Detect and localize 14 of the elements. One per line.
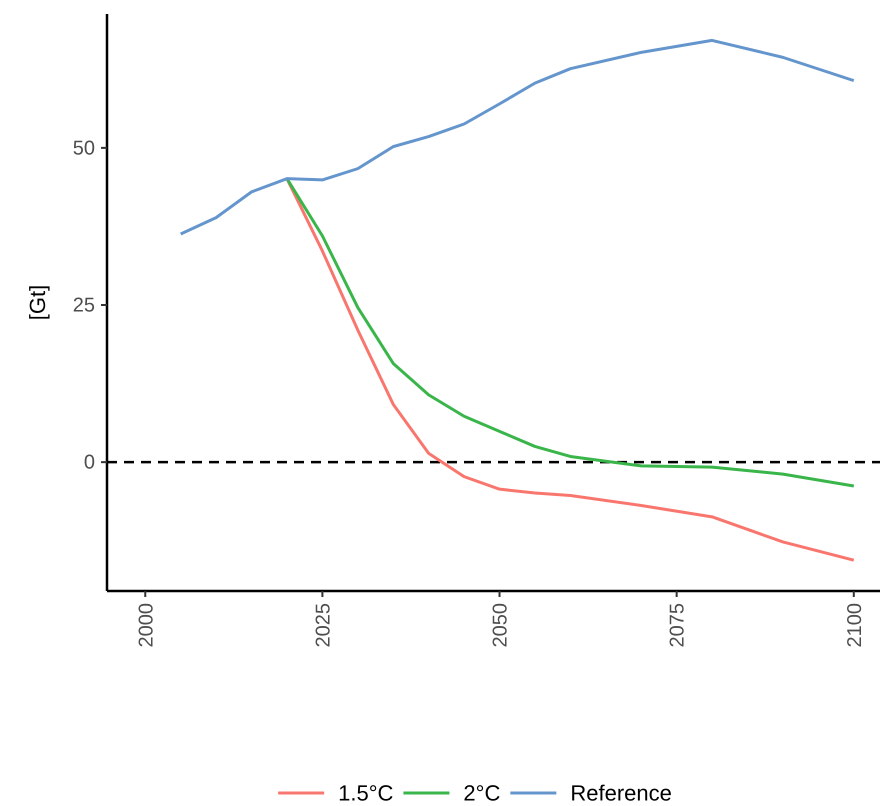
x-tick-label: 2025 <box>312 603 334 648</box>
line-series <box>285 177 856 488</box>
y-tick-label: 25 <box>72 294 95 316</box>
x-tick-label: 2100 <box>844 603 866 648</box>
y-tick-label: 0 <box>84 452 95 474</box>
y-tick-label: 50 <box>72 137 95 160</box>
line-series <box>179 38 856 236</box>
legend-label: Reference <box>570 780 672 806</box>
y-axis-title: [Gt] <box>25 284 50 320</box>
legend-label: 2°C <box>463 780 500 806</box>
x-tick-label: 2050 <box>490 603 512 648</box>
x-tick-label: 2000 <box>135 603 158 648</box>
x-tick-label: 2075 <box>666 603 689 648</box>
legend-label: 1.5°C <box>338 780 394 806</box>
